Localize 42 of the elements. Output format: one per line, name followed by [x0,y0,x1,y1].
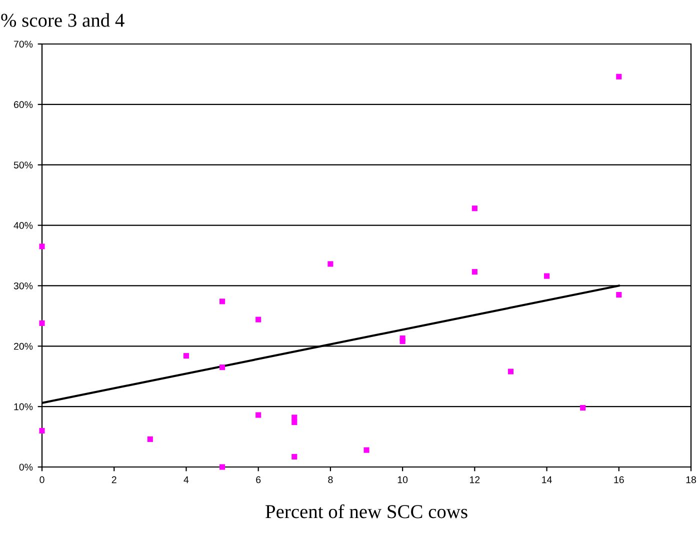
x-tick-label: 8 [328,476,333,484]
point [39,320,45,326]
x-tick-label: 6 [256,476,261,484]
point [147,436,153,442]
y-tick-label: 20% [14,342,33,350]
x-tick-label: 2 [112,476,116,484]
point [400,338,406,344]
x-tick-label: 10 [398,476,408,484]
y-tick-label: 10% [14,403,33,410]
point [256,412,262,418]
point [292,420,298,426]
y-tick-label: 30% [14,282,33,290]
x-tick-label: 4 [184,476,189,484]
point [472,269,478,275]
point [616,292,622,298]
point [508,368,514,374]
y-tick-label: 70% [14,40,33,48]
y-tick-label: 0% [19,464,33,471]
point [292,454,298,460]
x-tick-label: 18 [686,476,696,484]
point [364,447,370,453]
x-tick-label: 0 [40,476,44,484]
point [328,261,334,267]
point [256,316,262,322]
y-tick-label: 50% [14,162,33,168]
point [183,353,189,359]
y-tick-label: 60% [14,101,33,108]
point [39,428,45,434]
y-tick-label: 40% [14,222,33,229]
point [39,244,45,250]
x-tick-label: 14 [542,476,552,484]
point [220,364,226,370]
x-tick-label: 16 [614,476,624,484]
y-axis-title: % score 3 and 4 [1,13,124,27]
point [220,298,226,304]
x-tick-label: 12 [470,476,480,484]
point [544,273,550,279]
point [580,405,586,411]
point [616,74,622,80]
point [472,206,478,212]
point [220,464,226,470]
x-axis-title: Percent of new SCC cows [266,504,468,518]
